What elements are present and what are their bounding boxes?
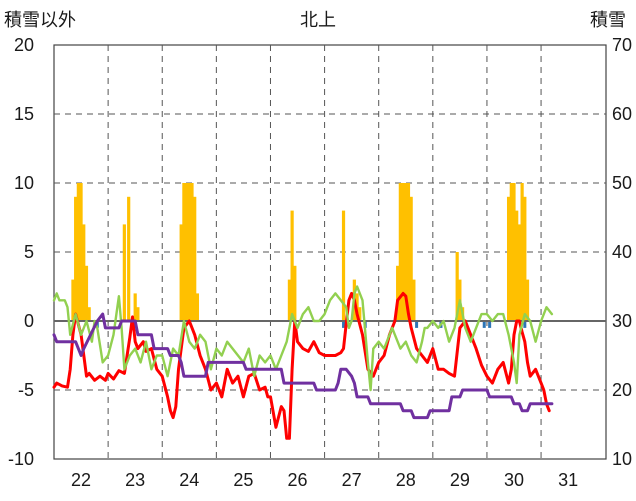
precip-bar (523, 196, 527, 321)
left-y-tick-label: 20 (14, 35, 34, 55)
right-y-tick-label: 70 (612, 35, 632, 55)
precip-bar (193, 196, 197, 321)
x-tick-label: 26 (288, 470, 308, 490)
snow-depth-bar (95, 321, 99, 328)
precip-bar (517, 224, 522, 321)
precip-bar (76, 183, 80, 321)
left-y-tick-label: 15 (14, 104, 34, 124)
precip-bar (358, 307, 362, 321)
x-tick-label: 24 (179, 470, 199, 490)
left-y-tick-label: 10 (14, 173, 34, 193)
precip-bar (87, 307, 91, 321)
precip-bar (182, 183, 186, 321)
right-y-tick-label: 40 (612, 242, 632, 262)
precip-bar (79, 183, 83, 321)
dew-point-line (52, 285, 554, 392)
precip-bar (409, 196, 413, 321)
precip-bar (127, 196, 131, 321)
precip-bar (398, 183, 402, 321)
snow-depth-bar (415, 321, 419, 328)
precip-bar (287, 279, 292, 321)
precip-bar (512, 183, 516, 321)
x-tick-label: 23 (125, 470, 145, 490)
precip-bar (187, 183, 191, 321)
right-y-tick-label: 30 (612, 311, 632, 331)
precip-bar (525, 279, 530, 321)
precip-bar (136, 307, 140, 321)
precip-bar (406, 183, 411, 321)
right-y-tick-label: 60 (612, 104, 632, 124)
x-tick-label: 22 (71, 470, 91, 490)
precip-bar (341, 210, 346, 321)
left-y-tick-label: -10 (8, 449, 34, 469)
right-axis-title: 積雪 (590, 10, 626, 30)
right-y-tick-label: 10 (612, 449, 632, 469)
precip-bar (74, 196, 78, 321)
precip-bar (190, 183, 194, 321)
right-y-tick-label: 20 (612, 380, 632, 400)
left-axis-title: 積雪以外 (4, 10, 76, 30)
series-lines (52, 285, 554, 440)
x-tick-label: 27 (342, 470, 362, 490)
precip-bar (412, 279, 416, 321)
left-y-tick-label: 0 (24, 311, 34, 331)
precip-bar (404, 183, 408, 321)
snow-depth-bar (482, 321, 486, 328)
left-y-tick-label: 5 (24, 242, 34, 262)
precip-bar (195, 293, 200, 321)
x-tick-label: 30 (504, 470, 524, 490)
precip-bar (520, 183, 524, 321)
precip-bar (71, 279, 75, 321)
right-y-tick-labels: 70 60 50 40 30 20 10 (612, 35, 632, 469)
precip-bar (84, 265, 89, 321)
precip-bar (396, 265, 400, 321)
left-y-tick-label: -5 (18, 380, 34, 400)
chart-title: 北上 (300, 10, 336, 30)
precip-bar (401, 183, 405, 321)
snow-depth-bar (488, 321, 492, 328)
x-tick-label: 29 (450, 470, 470, 490)
precip-bar (509, 183, 513, 321)
precip-bar (122, 224, 126, 321)
precip-bar (290, 210, 294, 321)
precip-bar (82, 224, 86, 321)
x-tick-label: 28 (396, 470, 416, 490)
temperature-line (52, 291, 551, 440)
x-tick-labels: 22 23 24 25 26 27 28 29 30 31 (71, 470, 578, 490)
right-y-tick-label: 50 (612, 173, 632, 193)
precip-bar (506, 196, 511, 321)
precip-bar (133, 293, 137, 321)
precip-bar (515, 210, 519, 321)
precip-bar (455, 252, 459, 321)
pressure-trend-line (52, 312, 554, 420)
precip-bar (184, 183, 189, 321)
snow-depth-bar (342, 321, 346, 328)
left-y-tick-labels: 20 15 10 5 0 -5 -10 (8, 35, 34, 469)
precip-bar (179, 224, 183, 321)
x-tick-label: 31 (558, 470, 578, 490)
x-tick-label: 25 (233, 470, 253, 490)
precipitation-bars (71, 183, 530, 321)
snow-depth-bar (523, 321, 527, 328)
precip-bar (293, 265, 297, 321)
